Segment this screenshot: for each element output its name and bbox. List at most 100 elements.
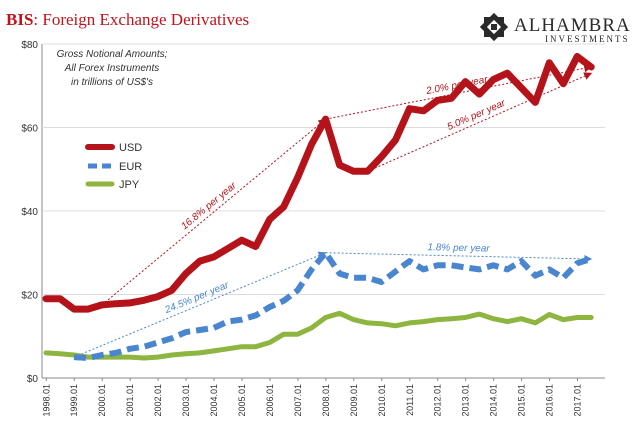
data-point-jpy [241,346,242,347]
legend-label-eur: EUR [119,161,142,173]
trend-arrow-24-5-per-year [73,251,327,358]
series-line-eur [73,249,593,361]
data-point-usd [507,73,508,74]
data-point-jpy [199,352,200,353]
data-point-usd [325,119,326,120]
data-point-usd [101,304,102,305]
data-point-jpy [451,318,452,319]
data-point-eur [451,265,452,266]
data-point-eur [241,319,242,320]
data-point-eur [591,259,592,260]
x-tick-label: 2000.01 [97,384,107,417]
data-point-usd [549,62,550,63]
data-point-jpy [255,346,256,347]
data-point-eur [129,348,130,349]
data-point-eur [381,281,382,282]
data-series [42,53,595,361]
data-point-jpy [423,321,424,322]
x-tick-label: 2004.01 [209,384,219,417]
x-tick-label: 2016.01 [545,384,555,417]
data-point-jpy [171,355,172,356]
data-point-eur [269,307,270,308]
x-tick-label: 2010.01 [377,384,387,417]
data-point-jpy [339,313,340,314]
data-point-eur [465,267,466,268]
data-point-eur [311,269,312,270]
x-tick-label: 2003.01 [181,384,191,417]
data-point-eur [437,265,438,266]
data-point-jpy [227,348,228,349]
x-tick-label: 2012.01 [433,384,443,417]
data-point-jpy [115,357,116,358]
x-axis: 1998.01 1999.01 2000.01 2001.01 2002.01 2003.… [41,378,583,417]
data-point-eur [157,342,158,343]
x-tick-label: 2009.01 [349,384,359,417]
data-point-eur [507,269,508,270]
y-axis: $0 $20 $40 $60 $80 [21,40,38,385]
data-point-jpy [479,314,480,315]
data-point-eur [115,352,116,353]
data-point-usd [129,302,130,303]
data-point-usd [437,100,438,101]
data-point-eur [521,261,522,262]
data-point-jpy [353,319,354,320]
x-tick-label: 2013.01 [461,384,471,417]
y-tick-label: $0 [27,374,39,385]
data-point-jpy [283,334,284,335]
y-tick-label: $60 [21,124,38,135]
data-point-usd [395,140,396,141]
data-point-usd [493,79,494,80]
x-tick-label: 2014.01 [489,384,499,417]
data-point-eur [493,265,494,266]
data-point-jpy [143,357,144,358]
trend-label-1-8-per-year: 1.8% per year [427,242,490,255]
data-point-eur [143,346,144,347]
logo-subtitle: INVESTMENTS [545,34,630,44]
data-point-eur [171,338,172,339]
data-point-usd [73,309,74,310]
data-point-jpy [507,321,508,322]
y-tick-label: $80 [21,40,38,51]
data-point-jpy [465,317,466,318]
data-point-usd [479,94,480,95]
x-tick-label: 1998.01 [41,384,51,417]
title-rest: : Foreign Exchange Derivatives [33,10,249,29]
data-point-eur [87,357,88,358]
data-point-jpy [185,353,186,354]
data-point-eur [227,321,228,322]
data-point-jpy [213,350,214,351]
x-tick-label: 2015.01 [517,384,527,417]
data-point-eur [101,355,102,356]
data-point-eur [213,327,214,328]
data-point-eur [577,263,578,264]
data-point-jpy [395,325,396,326]
note-line-3: in trillions of US$'s [71,77,153,88]
data-point-usd [577,56,578,57]
title-prefix: BIS [6,10,33,29]
data-point-usd [213,256,214,257]
data-point-usd [367,171,368,172]
data-point-jpy [549,314,550,315]
data-point-eur [73,357,74,358]
data-point-usd [157,296,158,297]
data-point-jpy [46,352,47,353]
data-point-usd [339,165,340,166]
alhambra-logo: ALHAMBRA INVESTMENTS [479,12,630,44]
note-line-2: All Forex Instruments [64,63,159,74]
data-point-usd [241,240,242,241]
data-point-usd [199,261,200,262]
data-point-usd [535,102,536,103]
legend-label-usd: USD [119,142,142,154]
data-point-eur [283,300,284,301]
data-point-usd [353,171,354,172]
data-point-jpy [325,317,326,318]
chart-note: Gross Notional Amounts; All Forex Instru… [57,49,168,88]
data-point-jpy [437,319,438,320]
data-point-jpy [381,323,382,324]
data-point-usd [171,290,172,291]
data-point-jpy [577,317,578,318]
data-point-jpy [409,322,410,323]
data-point-usd [143,300,144,301]
data-point-eur [185,332,186,333]
y-tick-label: $20 [21,291,38,302]
